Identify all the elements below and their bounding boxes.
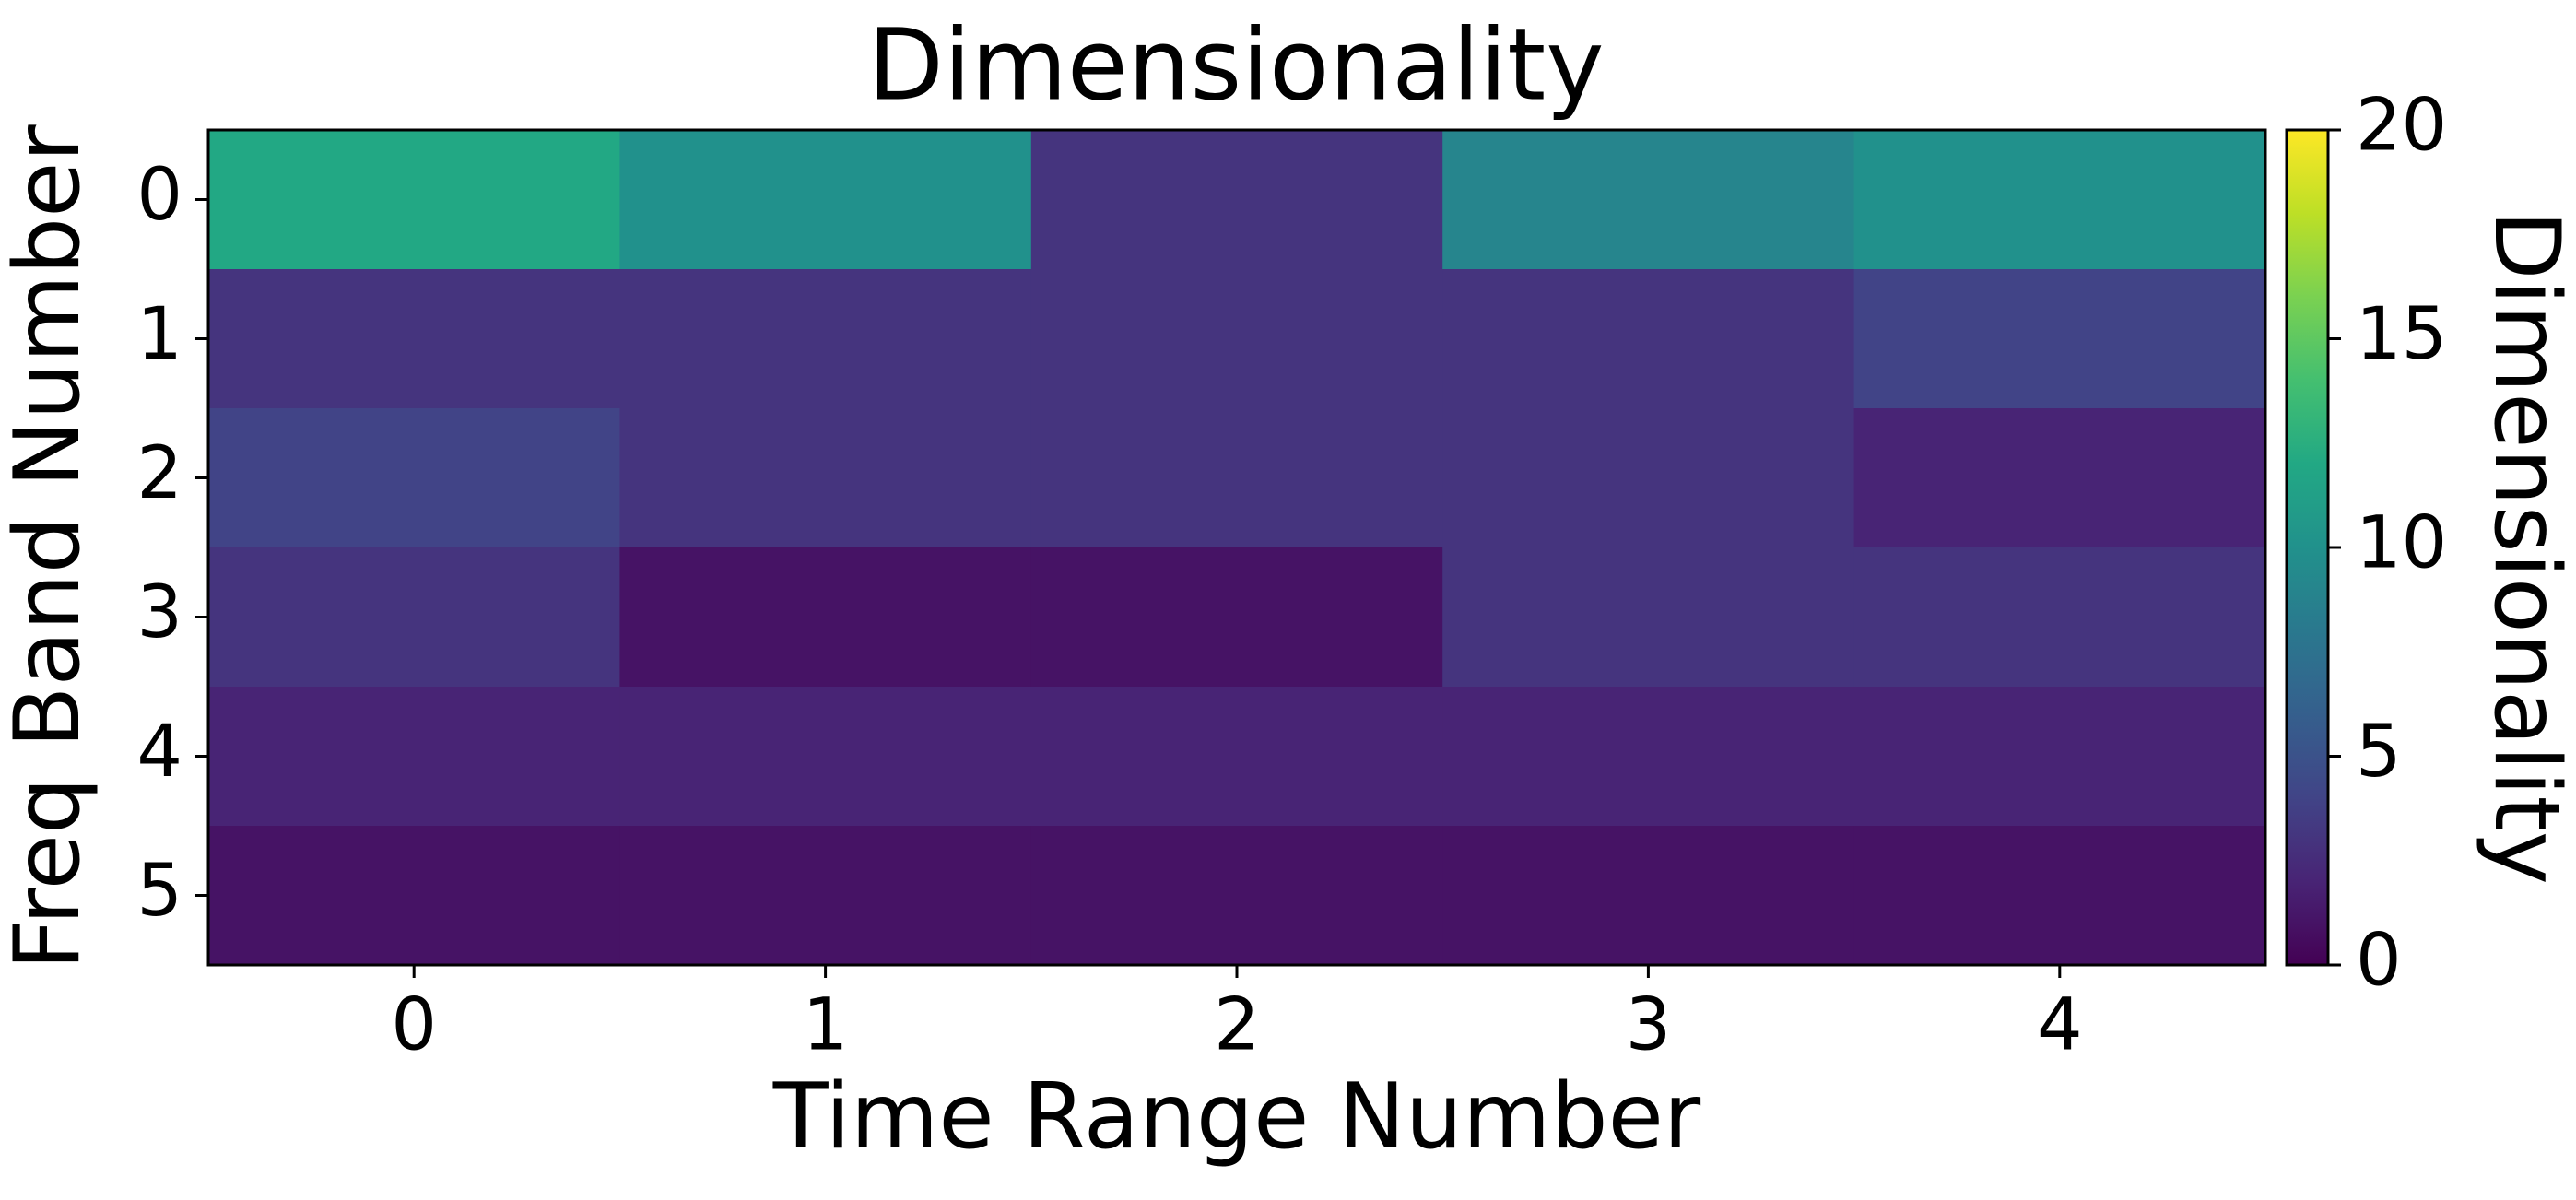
heatmap-cell <box>619 130 1032 270</box>
heatmap-cell <box>208 687 620 827</box>
x-tick-label: 2 <box>1214 983 1260 1066</box>
heatmap-cell <box>1442 408 1855 548</box>
colorbar-label: Dimensionality <box>2474 210 2576 885</box>
heatmap-cell <box>208 130 620 270</box>
heatmap-cell <box>1853 826 2266 966</box>
y-tick-label: 5 <box>136 850 182 933</box>
heatmap-cell <box>208 408 620 548</box>
heatmap-cell <box>1030 408 1443 548</box>
heatmap-cell <box>1442 269 1855 409</box>
heatmap-cell <box>619 269 1032 409</box>
heatmap-cell <box>1030 687 1443 827</box>
colorbar-tick-label: 5 <box>2356 711 2402 794</box>
y-tick-label: 0 <box>136 154 182 237</box>
x-axis-label: Time Range Number <box>772 1065 1701 1170</box>
heatmap-cell <box>1030 547 1443 688</box>
heatmap-cell <box>1853 687 2266 827</box>
heatmap-cell <box>1030 826 1443 966</box>
colorbar-tick-label: 15 <box>2356 293 2447 376</box>
x-tick-label: 3 <box>1626 983 1672 1066</box>
heatmap-cell <box>1853 269 2266 409</box>
heatmap-cell <box>1853 547 2266 688</box>
y-tick-label: 2 <box>136 432 182 515</box>
heatmap-cell <box>1853 408 2266 548</box>
heatmap-cells <box>208 130 2266 966</box>
heatmap-cell <box>1030 269 1443 409</box>
heatmap-cell <box>1030 130 1443 270</box>
y-tick-label: 4 <box>136 711 182 794</box>
heatmap-cell <box>208 547 620 688</box>
heatmap-cell <box>1442 826 1855 966</box>
colorbar-tick-label: 10 <box>2356 501 2447 584</box>
y-tick-label: 3 <box>136 571 182 654</box>
heatmap-cell <box>1442 687 1855 827</box>
heatmap-cell <box>619 408 1032 548</box>
colorbar-tick-label: 20 <box>2356 84 2447 167</box>
x-tick-label: 4 <box>2037 983 2083 1066</box>
heatmap-cell <box>1853 130 2266 270</box>
heatmap-cell <box>619 826 1032 966</box>
heatmap-cell <box>619 687 1032 827</box>
heatmap-cell <box>208 269 620 409</box>
heatmap-cell <box>1442 130 1855 270</box>
colorbar: 0 5 10 15 20 Dimensionality <box>2285 84 2576 1002</box>
heatmap-cell <box>208 826 620 966</box>
colorbar-gradient <box>2287 130 2328 965</box>
x-tick-label: 0 <box>391 983 437 1066</box>
x-tick-label: 1 <box>803 983 849 1066</box>
heatmap-cell <box>1442 547 1855 688</box>
y-axis-label: Freq Band Number <box>0 124 100 971</box>
y-tick-label: 1 <box>136 293 182 376</box>
heatmap-cell <box>619 547 1032 688</box>
colorbar-tick-label: 0 <box>2356 919 2402 1002</box>
y-axis-ticks: 0 1 2 3 4 5 <box>136 154 208 933</box>
x-axis-ticks: 0 1 2 3 4 <box>391 965 2083 1066</box>
colorbar-ticks: 0 5 10 15 20 <box>2328 84 2447 1002</box>
chart-title: Dimensionality <box>867 8 1604 123</box>
